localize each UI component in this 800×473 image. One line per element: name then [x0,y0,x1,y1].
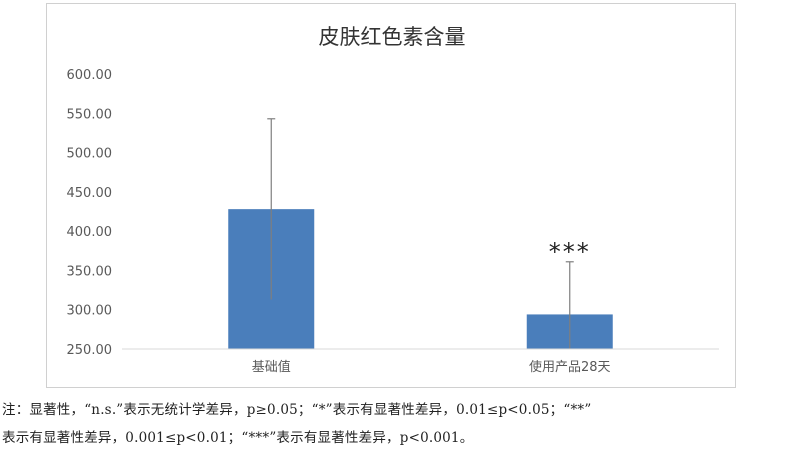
footnote-line-1: 注：显著性，“n.s.”表示无统计学差异，p≥0.05；“*”表示有显著性差异，… [2,402,592,418]
x-category-label: 基础值 [252,359,291,375]
bar-chart: 皮肤红色素含量 600.00 550.00 500.00 450.00 400.00 35… [67,25,719,375]
x-axis: 基础值 使用产品28天 [122,348,719,375]
y-axis: 600.00 550.00 500.00 450.00 400.00 350.00 300.… [67,68,113,358]
significance-marker: *** [549,238,591,266]
footnote-line-2: 表示有显著性差异，0.001≤p<0.01；“***”表示有显著性差异，p<0.… [2,430,474,446]
y-tick-label: 450.00 [67,186,113,201]
x-category-label: 使用产品28天 [529,359,611,375]
chart-title: 皮肤红色素含量 [319,25,466,49]
y-tick-label: 550.00 [67,107,113,122]
y-tick-label: 600.00 [67,68,113,83]
y-tick-label: 250.00 [67,343,113,358]
chart-container: 皮肤红色素含量 600.00 550.00 500.00 450.00 400.00 35… [46,3,736,388]
y-tick-label: 500.00 [67,147,113,162]
y-tick-label: 300.00 [67,304,113,319]
y-tick-label: 350.00 [67,264,113,279]
y-tick-label: 400.00 [67,225,113,240]
bars-group: *** [228,118,613,349]
